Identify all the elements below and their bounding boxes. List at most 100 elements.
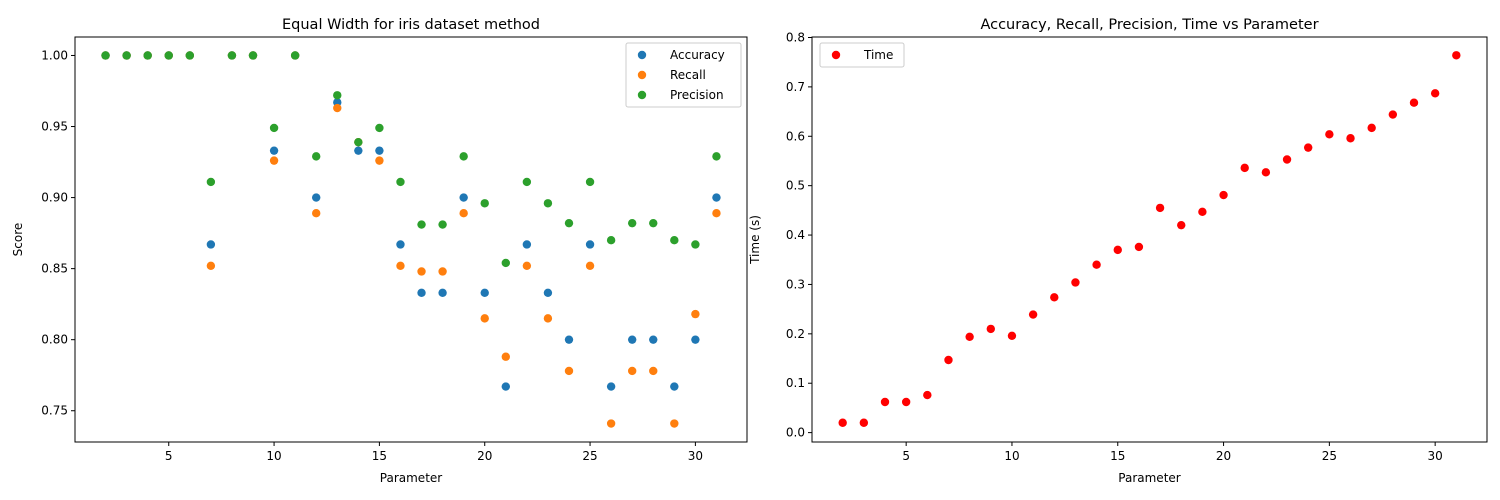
data-point [480,314,489,323]
x-tick-label: 10 [266,449,281,463]
data-point [585,240,595,249]
data-point [206,177,216,187]
x-tick-label: 30 [688,449,703,463]
data-point [269,146,279,155]
data-point [290,51,300,60]
data-point [564,335,574,344]
x-tick-label: 25 [1322,449,1337,463]
plot-frame [74,36,748,443]
data-point [606,382,616,391]
data-point [606,419,616,428]
y-tick-label: 0.95 [41,120,68,134]
data-point [333,103,342,113]
data-point [880,397,890,407]
chart-title: Equal Width for iris dataset method [282,17,540,33]
data-point [1261,168,1271,177]
data-point [1071,278,1080,287]
data-point [417,267,426,276]
series-precision [101,51,721,268]
data-point [396,177,405,187]
data-point [627,366,637,376]
data-point [206,240,216,249]
x-axis-ticks: 5 10 15 20 25 30 [165,442,703,463]
y-tick-label: 0.80 [41,333,68,347]
data-point [543,288,553,297]
x-tick-label: 5 [902,449,910,463]
data-point [1155,203,1165,213]
y-tick-label: 0.2 [786,327,805,341]
plot-frame [811,36,1488,443]
data-point [649,366,658,376]
data-point [375,146,384,155]
data-point [101,51,110,60]
data-point [396,240,405,249]
legend-marker [637,50,647,60]
data-point [1346,134,1355,143]
data-point [543,199,553,208]
data-point [564,218,574,228]
legend-marker [637,70,647,80]
data-point [691,309,700,319]
data-point [438,288,447,297]
data-point [522,240,532,249]
data-point [480,288,489,297]
data-point [901,397,911,407]
data-point [1177,220,1186,230]
data-point [564,366,574,376]
x-tick-label: 25 [582,449,597,463]
data-point [606,236,616,245]
x-tick-label: 15 [1110,449,1125,463]
legend-label: Precision [670,88,724,102]
data-point [1282,155,1292,164]
series-time [838,51,1461,427]
data-point [712,193,721,202]
data-point [670,382,679,391]
data-point [501,352,510,361]
data-point [627,335,637,344]
data-point [501,258,510,268]
data-point [227,51,237,60]
y-tick-label: 0.75 [41,404,68,418]
data-point [1409,98,1419,107]
y-tick-label: 0.3 [786,277,805,291]
y-tick-label: 1.00 [41,48,68,62]
data-point [501,382,510,391]
legend-label: Accuracy [670,48,725,62]
data-point [1050,293,1059,302]
data-point [354,146,363,155]
data-point [459,152,468,161]
data-point [1198,207,1207,217]
data-point [649,335,658,344]
data-point [1388,110,1398,119]
x-tick-label: 20 [477,449,492,463]
legend: Time [819,42,905,68]
y-tick-label: 0.5 [786,179,805,193]
data-point [312,209,321,218]
data-point [691,240,700,249]
data-point [923,390,932,400]
y-tick-label: 0.1 [786,376,805,390]
data-point [122,51,131,60]
x-tick-label: 5 [165,449,173,463]
data-point [459,193,468,202]
data-point [670,236,679,245]
data-point [375,156,384,165]
data-point [1367,123,1376,133]
data-point [248,51,258,60]
legend-box [819,42,905,68]
legend-marker [831,50,841,60]
data-point [1113,245,1122,255]
data-point [522,261,532,270]
equal-width-score-chart: Equal Width for iris dataset method Para… [11,17,748,485]
data-point [1325,130,1334,139]
y-tick-label: 0.4 [786,228,805,242]
data-point [1430,89,1440,98]
data-point [438,267,447,276]
data-point [1134,242,1144,252]
data-point [1028,310,1038,319]
data-point [670,419,679,428]
data-point [1219,190,1228,200]
y-tick-label: 0.6 [786,129,805,143]
legend-marker [637,90,647,100]
